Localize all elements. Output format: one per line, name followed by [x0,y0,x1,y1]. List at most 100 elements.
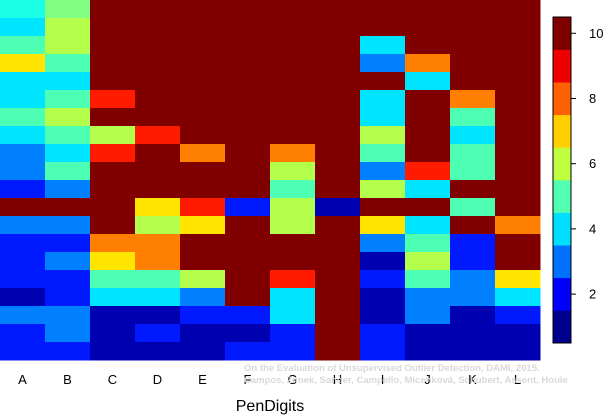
heatmap-cell-C-19 [90,324,136,343]
heatmap-cell-F-13 [225,216,271,235]
heatmap-cell-D-4 [135,54,181,73]
heatmap-cell-I-10 [360,162,406,181]
heatmap-cell-D-17 [135,288,181,307]
heatmap-cell-F-3 [225,36,271,55]
heatmap-cell-J-1 [405,0,451,19]
heatmap-cell-G-4 [270,54,316,73]
heatmap-cell-F-16 [225,270,271,289]
heatmap-cell-B-8 [45,126,91,145]
heatmap-cell-A-13 [0,216,46,235]
heatmap-cell-E-8 [180,126,226,145]
heatmap-cell-F-12 [225,198,271,217]
colorbar-segment-6 [553,147,571,181]
heatmap-cell-G-1 [270,0,316,19]
heatmap-cell-B-19 [45,324,91,343]
heatmap-cell-D-16 [135,270,181,289]
heatmap-cell-A-19 [0,324,46,343]
x-tick-labels: A B C D E F G H I J K L [18,372,521,387]
heatmap-cell-C-16 [90,270,136,289]
heatmap-cell-E-15 [180,252,226,271]
heatmap-cell-B-15 [45,252,91,271]
heatmap-cell-I-20 [360,342,406,361]
heatmap-cell-D-7 [135,108,181,127]
heatmap-cell-K-13 [450,216,496,235]
heatmap-cell-C-3 [90,36,136,55]
heatmap-cell-K-14 [450,234,496,253]
heatmap-cell-L-17 [495,288,541,307]
heatmap-cell-C-1 [90,0,136,19]
heatmap-cell-I-5 [360,72,406,91]
heatmap-cell-E-19 [180,324,226,343]
heatmap-cell-C-10 [90,162,136,181]
heatmap-cell-L-8 [495,126,541,145]
heatmap-cell-G-6 [270,90,316,109]
heatmap-cell-E-20 [180,342,226,361]
heatmap-cell-C-18 [90,306,136,325]
heatmap-cell-L-14 [495,234,541,253]
heatmap-cell-G-9 [270,144,316,163]
heatmap-cell-C-2 [90,18,136,37]
heatmap-cell-K-3 [450,36,496,55]
heatmap-cell-K-20 [450,342,496,361]
heatmap-cell-B-10 [45,162,91,181]
heatmap-cell-G-15 [270,252,316,271]
heatmap-cell-L-7 [495,108,541,127]
heatmap-cell-D-13 [135,216,181,235]
heatmap-cell-D-3 [135,36,181,55]
x-tick-label-B: B [63,372,72,387]
heatmap-cell-I-7 [360,108,406,127]
heatmap-cell-G-8 [270,126,316,145]
heatmap-cell-L-3 [495,36,541,55]
heatmap-cell-F-19 [225,324,271,343]
heatmap-cells [0,0,541,361]
heatmap-cell-J-10 [405,162,451,181]
heatmap-cell-G-11 [270,180,316,199]
heatmap-cell-A-12 [0,198,46,217]
heatmap-cell-K-17 [450,288,496,307]
heatmap-cell-K-15 [450,252,496,271]
heatmap-cell-E-1 [180,0,226,19]
heatmap-cell-A-17 [0,288,46,307]
heatmap-cell-D-12 [135,198,181,217]
heatmap-cell-H-19 [315,324,361,343]
heatmap-cell-I-14 [360,234,406,253]
heatmap-cell-H-1 [315,0,361,19]
colorbar-tick-label-6: 6 [589,156,596,171]
heatmap-cell-E-2 [180,18,226,37]
heatmap-cell-I-1 [360,0,406,19]
heatmap-cell-J-11 [405,180,451,199]
heatmap-cell-F-10 [225,162,271,181]
heatmap-cell-E-18 [180,306,226,325]
heatmap-cell-K-9 [450,144,496,163]
colorbar-ticks: 2 4 6 8 10 [571,26,603,302]
heatmap-cell-H-7 [315,108,361,127]
heatmap-cell-B-16 [45,270,91,289]
heatmap-cell-E-16 [180,270,226,289]
heatmap-cell-A-15 [0,252,46,271]
heatmap-cell-E-14 [180,234,226,253]
heatmap-cell-F-14 [225,234,271,253]
colorbar-segment-2 [553,277,571,311]
x-tick-label-J: J [424,372,431,387]
heatmap-cell-J-13 [405,216,451,235]
heatmap-cell-H-8 [315,126,361,145]
heatmap-cell-I-11 [360,180,406,199]
heatmap-cell-E-11 [180,180,226,199]
heatmap-cell-F-20 [225,342,271,361]
heatmap-cell-K-7 [450,108,496,127]
heatmap-cell-F-15 [225,252,271,271]
heatmap-cell-B-3 [45,36,91,55]
heatmap-cell-D-19 [135,324,181,343]
watermark-line-1: On the Evaluation of Unsupervised Outlie… [244,363,540,374]
heatmap-cell-B-1 [45,0,91,19]
heatmap-cell-K-6 [450,90,496,109]
heatmap-cell-J-5 [405,72,451,91]
heatmap-cell-H-5 [315,72,361,91]
colorbar-segment-1 [553,310,571,344]
heatmap-cell-F-9 [225,144,271,163]
heatmap-cell-G-16 [270,270,316,289]
heatmap-cell-B-9 [45,144,91,163]
heatmap-cell-D-14 [135,234,181,253]
colorbar-segment-3 [553,245,571,279]
